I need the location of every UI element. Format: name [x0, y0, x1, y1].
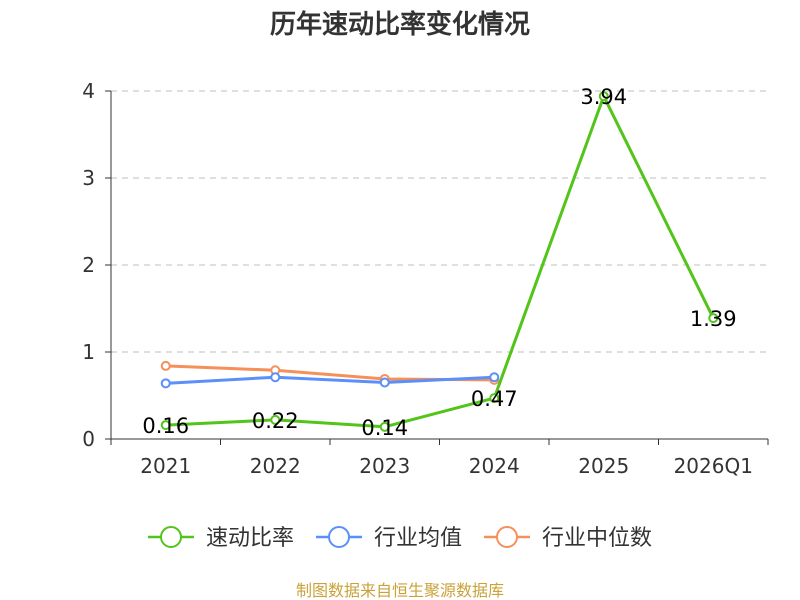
legend-circle-icon: [496, 526, 518, 548]
data-label: 0.14: [361, 416, 408, 440]
data-label: 1.39: [690, 307, 737, 331]
data-label: 0.16: [142, 414, 189, 438]
y-tick-label: 3: [82, 166, 95, 190]
x-tick-label: 2021: [140, 454, 191, 478]
series-line-2: [165, 364, 495, 382]
data-point[interactable]: [598, 91, 609, 102]
axes: 0 1 2 3 4 2021 2022 2023 2024 2025 2026Q1: [82, 79, 769, 478]
y-tick-label: 2: [82, 253, 95, 277]
data-label: 0.22: [252, 409, 299, 433]
legend-circle-icon: [160, 526, 182, 548]
data-point[interactable]: [270, 372, 281, 383]
legend-item[interactable]: 行业均值: [316, 526, 462, 551]
x-tick-label: 2025: [578, 454, 629, 478]
x-tick-label: 2022: [250, 454, 301, 478]
series-lines: [160, 91, 719, 432]
legend-item[interactable]: 速动比率: [148, 526, 294, 551]
x-tick-label: 2024: [469, 454, 520, 478]
legend-label: 行业中位数: [542, 526, 652, 551]
grid-lines: [111, 90, 768, 353]
data-label: 0.47: [471, 387, 518, 411]
data-label: 3.94: [580, 85, 627, 109]
data-point[interactable]: [489, 372, 500, 383]
legend-label: 速动比率: [206, 526, 294, 551]
y-tick-label: 0: [82, 427, 95, 451]
legend-label: 行业均值: [374, 526, 462, 551]
x-tick-label: 2023: [359, 454, 410, 478]
data-point[interactable]: [708, 313, 719, 324]
data-labels: 0.16 0.22 0.14 0.47 3.94 1.39: [142, 85, 736, 440]
data-point[interactable]: [160, 360, 171, 371]
legend-item[interactable]: 行业中位数: [484, 526, 652, 551]
chart-title: 历年速动比率变化情况: [270, 9, 530, 40]
legend: 速动比率 行业均值 行业中位数: [148, 526, 652, 551]
data-point[interactable]: [489, 393, 500, 404]
data-point[interactable]: [160, 420, 171, 431]
y-tick-label: 1: [82, 340, 95, 364]
source-note: 制图数据来自恒生聚源数据库: [296, 581, 504, 600]
data-point[interactable]: [379, 377, 390, 388]
data-point[interactable]: [270, 414, 281, 425]
x-tick-label: 2026Q1: [674, 454, 753, 478]
y-tick-label: 4: [82, 79, 95, 103]
data-point[interactable]: [379, 421, 390, 432]
series-line-1: [165, 375, 495, 385]
series-line-0: [165, 94, 715, 429]
legend-circle-icon: [328, 526, 350, 548]
data-point[interactable]: [160, 378, 171, 389]
